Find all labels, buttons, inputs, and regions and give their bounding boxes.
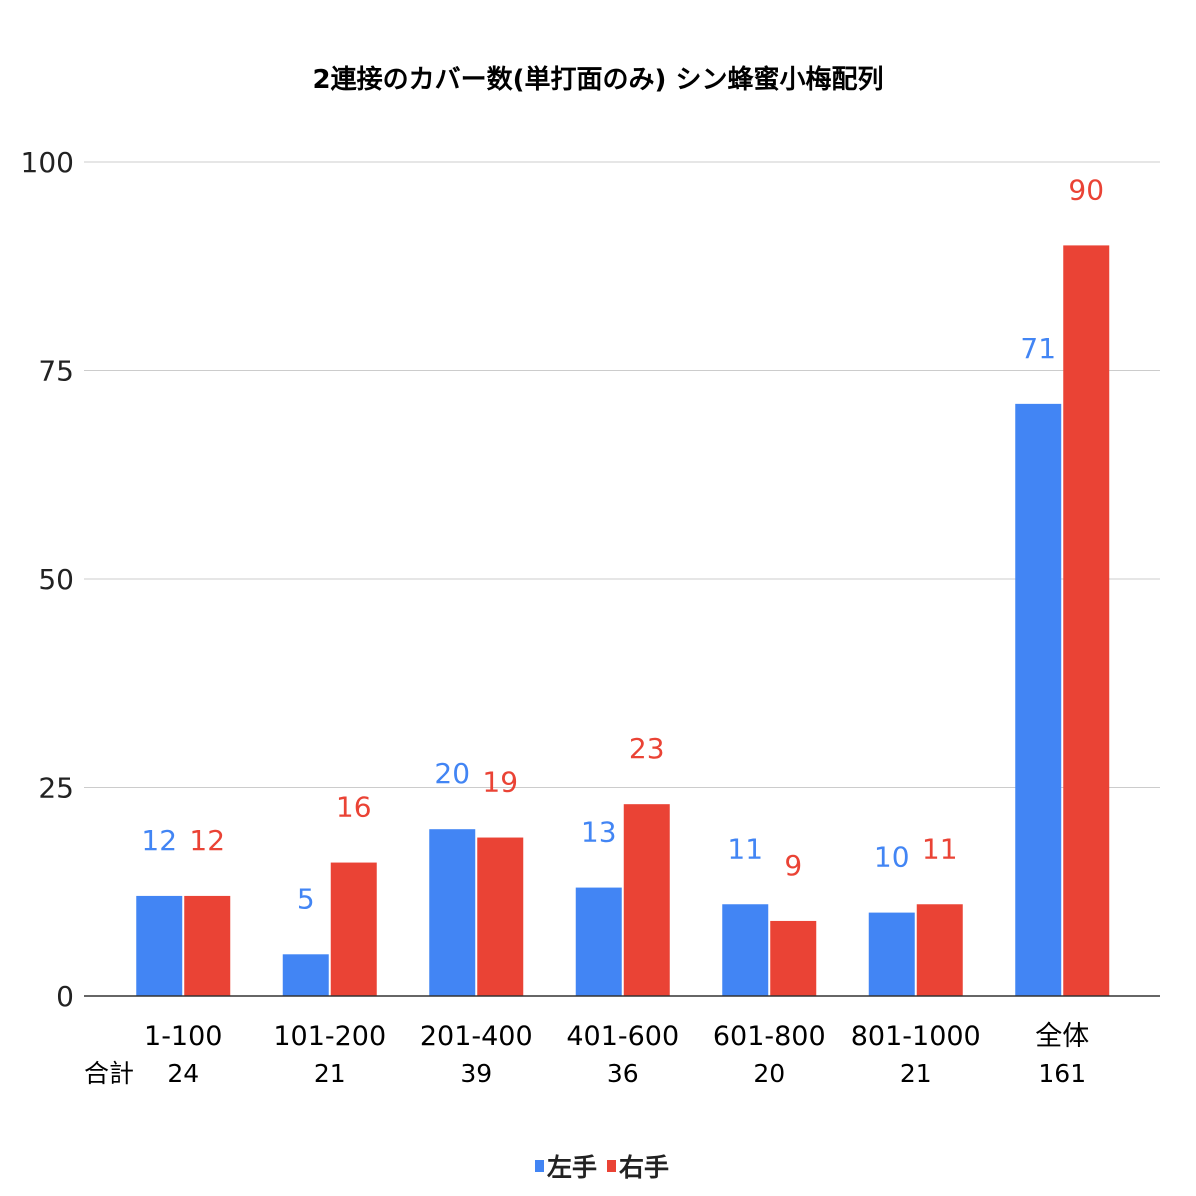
data-label: 10 [874, 841, 910, 874]
bar-left-6 [1015, 403, 1062, 996]
totals-row-label: 合計 [84, 1059, 134, 1088]
data-label: 11 [727, 832, 763, 865]
y-tick-label: 0 [56, 980, 74, 1013]
gridlines [84, 161, 1160, 788]
data-label: 5 [297, 882, 315, 915]
category-total: 39 [460, 1059, 492, 1088]
data-label: 19 [482, 766, 518, 799]
bar-right-0 [184, 895, 231, 996]
bar-left-3 [575, 887, 622, 996]
y-tick-label: 100 [21, 146, 74, 179]
category-total: 21 [314, 1059, 346, 1088]
y-axis-ticks: 0 25 50 75 100 [21, 146, 74, 1013]
category-total: 21 [900, 1059, 932, 1088]
chart-title: 2連接のカバー数(単打面のみ) シン蜂蜜小梅配列 [313, 64, 884, 95]
data-label: 12 [141, 824, 177, 857]
legend: 左手 右手 [535, 1153, 669, 1182]
bar-right-2 [477, 837, 524, 996]
legend-label: 右手 [619, 1153, 669, 1182]
x-axis-categories: 1-100 24 101-200 21 201-400 39 401-600 36 601-80… [144, 1021, 1089, 1088]
x-category-label: 全体 [1035, 1021, 1089, 1052]
data-label: 12 [189, 824, 225, 857]
bar-left-2 [429, 829, 476, 996]
bars [136, 245, 1110, 996]
x-category-label: 401-600 [566, 1021, 679, 1052]
x-category-label: 201-400 [420, 1021, 533, 1052]
bar-right-5 [916, 904, 963, 996]
data-label: 16 [336, 791, 372, 824]
bar-left-1 [282, 954, 329, 996]
bar-left-4 [722, 904, 769, 996]
data-label: 90 [1068, 173, 1104, 206]
y-tick-label: 25 [38, 772, 74, 805]
category-total: 20 [753, 1059, 785, 1088]
x-category-label: 101-200 [273, 1021, 386, 1052]
legend-swatch [535, 1160, 544, 1172]
y-tick-label: 50 [38, 563, 74, 596]
category-total: 161 [1038, 1059, 1086, 1088]
y-tick-label: 75 [38, 355, 74, 388]
data-label: 71 [1020, 332, 1056, 365]
bar-right-4 [770, 920, 817, 996]
x-category-label: 601-800 [713, 1021, 826, 1052]
bar-right-6 [1063, 245, 1110, 996]
x-category-label: 1-100 [144, 1021, 222, 1052]
x-category-label: 801-1000 [851, 1021, 981, 1052]
category-total: 36 [607, 1059, 639, 1088]
legend-swatch [607, 1160, 616, 1172]
data-labels: 12 12 5 16 20 19 13 23 11 9 10 11 71 90 [141, 173, 1104, 915]
data-label: 20 [434, 757, 470, 790]
bar-left-5 [868, 912, 915, 996]
data-label: 11 [922, 832, 958, 865]
legend-label: 左手 [547, 1153, 597, 1182]
data-label: 23 [629, 732, 665, 765]
data-label: 13 [581, 816, 617, 849]
bar-right-1 [330, 862, 377, 996]
category-total: 24 [167, 1059, 199, 1088]
bar-right-3 [623, 804, 670, 996]
bar-left-0 [136, 895, 183, 996]
data-label: 9 [784, 849, 802, 882]
